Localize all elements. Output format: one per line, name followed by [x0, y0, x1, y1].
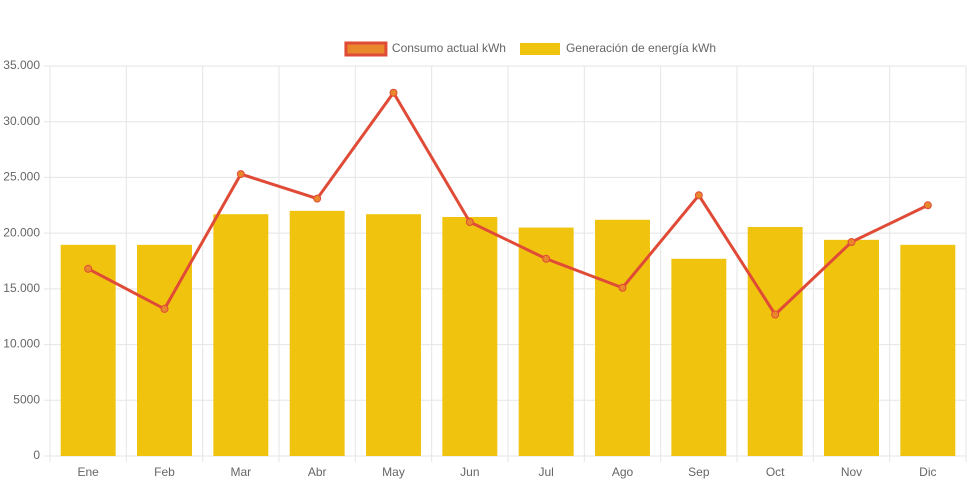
y-tick-label: 5000	[13, 392, 40, 406]
x-tick-label: Abr	[308, 465, 327, 479]
bar	[60, 244, 116, 456]
y-tick-label: 10.000	[3, 337, 40, 351]
y-tick-label: 25.000	[3, 170, 40, 184]
x-tick-label: May	[382, 465, 405, 479]
bar	[595, 219, 650, 456]
bar	[137, 244, 192, 456]
y-tick-label: 0	[33, 448, 40, 462]
legend-swatch	[344, 41, 388, 57]
y-tick-label: 35.000	[3, 58, 40, 72]
point	[618, 283, 627, 292]
point	[694, 191, 703, 200]
x-tick-label: Sep	[688, 465, 710, 479]
x-tick-label: Ago	[612, 465, 634, 479]
x-tick-label: Jul	[538, 465, 553, 479]
x-tick-label: Jun	[460, 465, 479, 479]
bar	[442, 216, 498, 456]
point	[465, 218, 474, 226]
point	[542, 254, 551, 263]
bar	[366, 214, 421, 456]
point	[236, 170, 245, 179]
line	[87, 90, 929, 317]
bar	[900, 244, 956, 456]
point	[847, 238, 856, 247]
point	[771, 310, 780, 319]
x-tick-label: Ene	[77, 465, 99, 479]
legend-label: Generación de energía kWh	[566, 41, 716, 55]
point	[923, 201, 932, 210]
bar	[213, 214, 269, 456]
legend-label: Consumo actual kWh	[392, 41, 506, 55]
point	[389, 88, 398, 97]
bar	[824, 239, 879, 456]
x-tick-label: Feb	[154, 465, 175, 479]
x-tick-label: Oct	[766, 465, 785, 479]
y-tick-label: 15.000	[3, 281, 40, 295]
x-tick-label: Nov	[841, 465, 862, 479]
y-tick-label: 20.000	[3, 225, 40, 239]
bar	[747, 227, 803, 456]
y-tick-label: 30.000	[3, 114, 40, 128]
point	[313, 194, 322, 203]
point	[84, 264, 93, 273]
x-tick-label: Dic	[919, 465, 936, 479]
x-tick-label: Mar	[230, 465, 251, 479]
bar	[289, 210, 345, 456]
bar	[671, 258, 727, 456]
point	[160, 304, 169, 313]
legend-swatch	[519, 43, 560, 55]
